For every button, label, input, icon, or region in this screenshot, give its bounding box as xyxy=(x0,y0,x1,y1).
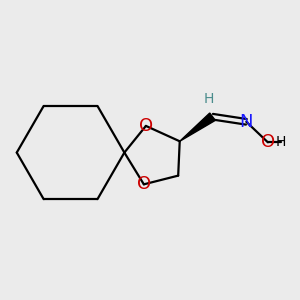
Polygon shape xyxy=(180,113,215,141)
Text: H: H xyxy=(204,92,214,106)
Text: N: N xyxy=(240,113,253,131)
Text: O: O xyxy=(137,175,151,193)
Text: H: H xyxy=(275,135,286,149)
Text: O: O xyxy=(139,117,153,135)
Text: O: O xyxy=(261,133,275,151)
